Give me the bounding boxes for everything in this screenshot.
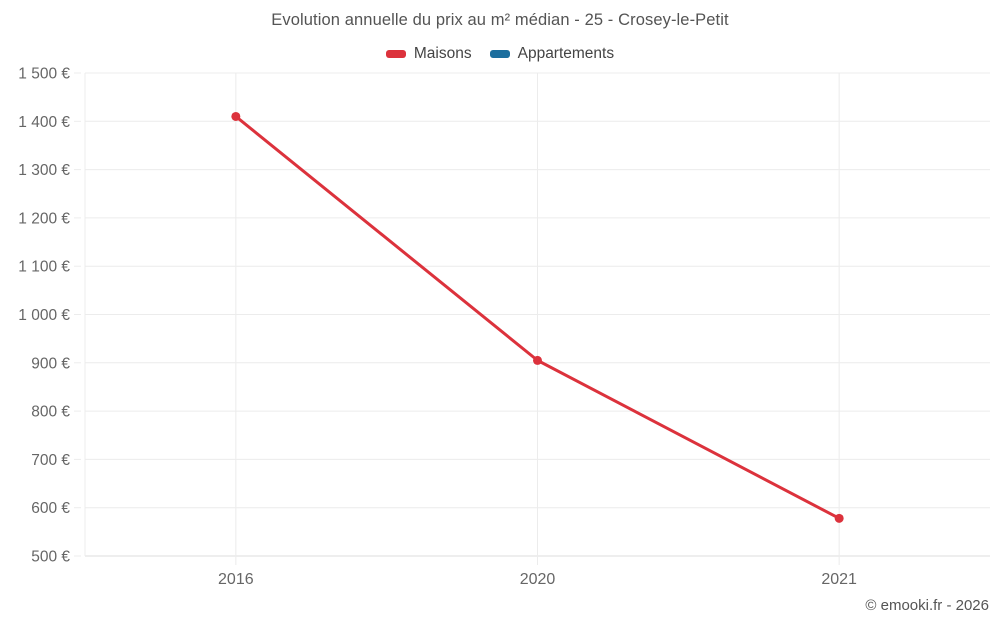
chart-legend: Maisons Appartements bbox=[0, 45, 1000, 63]
data-point-maisons[interactable] bbox=[834, 513, 844, 523]
y-tick-label: 500 € bbox=[31, 549, 70, 566]
data-point-maisons[interactable] bbox=[231, 111, 241, 121]
y-tick-label: 1 100 € bbox=[18, 259, 70, 276]
y-tick-label: 1 300 € bbox=[18, 162, 70, 179]
y-tick-label: 900 € bbox=[31, 355, 70, 372]
y-tick-label: 1 200 € bbox=[18, 210, 70, 227]
legend-label-appartements: Appartements bbox=[517, 45, 615, 62]
y-tick-label: 1 500 € bbox=[18, 66, 70, 83]
legend-label-maisons: Maisons bbox=[413, 45, 472, 62]
y-tick-label: 600 € bbox=[31, 500, 70, 517]
appartements-series-swatch-icon bbox=[489, 50, 510, 58]
x-tick-label: 2021 bbox=[821, 571, 857, 588]
legend-item-maisons[interactable]: Maisons bbox=[385, 45, 472, 63]
y-tick-label: 800 € bbox=[31, 404, 70, 421]
x-tick-label: 2020 bbox=[520, 571, 556, 588]
data-point-maisons[interactable] bbox=[533, 355, 542, 365]
y-tick-label: 1 400 € bbox=[18, 114, 70, 131]
legend-item-appartements[interactable]: Appartements bbox=[489, 45, 615, 63]
y-tick-label: 1 000 € bbox=[18, 307, 70, 324]
credit-text: © emooki.fr - 2026 bbox=[865, 597, 989, 614]
x-tick-label: 2016 bbox=[218, 571, 254, 588]
y-tick-label: 700 € bbox=[31, 452, 70, 469]
maisons-series-swatch-icon bbox=[385, 50, 406, 58]
chart-title: Evolution annuelle du prix au m² médian … bbox=[271, 11, 729, 29]
